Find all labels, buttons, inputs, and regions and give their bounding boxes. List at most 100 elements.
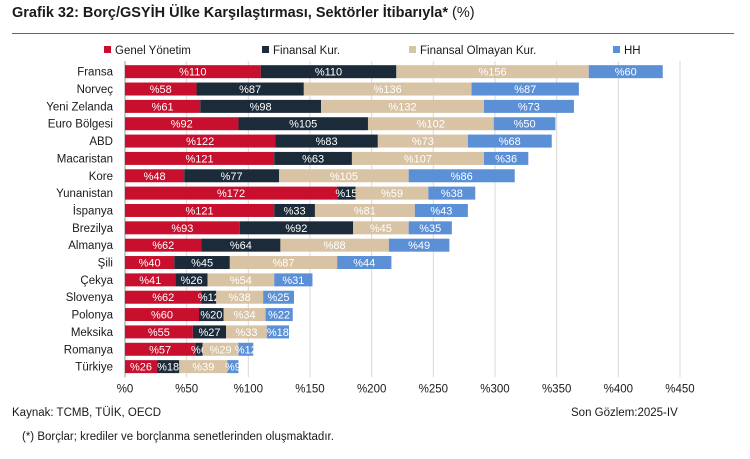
legend-label-2: Finansal Kur.	[273, 45, 340, 57]
data-label: %45	[191, 258, 213, 270]
data-label: %49	[408, 240, 430, 252]
bar-segment-finansal-olmayan-kur	[351, 151, 484, 165]
data-label: %45	[370, 223, 392, 235]
bar-segment-finansal-olmayan-kur	[377, 134, 468, 148]
data-label: %41	[139, 275, 161, 287]
bar-segment-finansal-kur	[175, 273, 208, 287]
bar-segment-finansal-kur	[174, 256, 230, 270]
bar-segment-finansal-kur	[196, 82, 304, 96]
bar-segment-finansal-olmayan-kur	[303, 82, 472, 96]
legend-swatch-4	[613, 46, 620, 53]
data-label: %59	[381, 188, 403, 200]
bar-segment-genel-y-netim	[125, 238, 202, 252]
bar-segment-finansal-kur	[239, 221, 354, 235]
bar-segment-finansal-kur	[238, 117, 368, 131]
bar-segment-genel-y-netim	[125, 203, 275, 217]
legend-swatch-1	[104, 46, 111, 53]
chart-grid	[124, 61, 681, 378]
bar-segment-finansal-kur	[192, 325, 227, 339]
data-label: %62	[152, 292, 174, 304]
data-label: %60	[615, 67, 637, 79]
category-label: Slovenya	[66, 292, 114, 304]
data-label: %40	[139, 258, 161, 270]
data-label: %136	[374, 84, 402, 96]
data-label: %35	[419, 223, 441, 235]
x-tick-label: %0	[117, 383, 134, 395]
category-label: Şili	[98, 258, 113, 270]
data-label: %156	[478, 67, 506, 79]
bar-segment-finansal-kur	[184, 169, 280, 183]
data-label: %44	[353, 258, 375, 270]
category-label: Romanya	[64, 344, 114, 356]
bar-segment-finansal-olmayan-kur	[179, 360, 228, 374]
bar-segment-genel-y-netim	[125, 151, 275, 165]
bar-segment-genel-y-netim	[125, 82, 197, 96]
chart-title-unit: (%)	[452, 5, 475, 21]
bar-segment-finansal-olmayan-kur	[207, 273, 275, 287]
bar-segment-finansal-olmayan-kur	[226, 325, 267, 339]
category-label: Euro Bölgesi	[48, 119, 113, 131]
bar-segment-hh	[467, 134, 552, 148]
data-label: %64	[230, 240, 252, 252]
data-label: %63	[302, 153, 324, 165]
data-label: %18	[157, 362, 179, 374]
title-divider	[12, 33, 734, 34]
chart-title: Grafik 32: Borç/GSYİH Ülke Karşılaştırma…	[12, 5, 475, 21]
data-label: %15	[335, 188, 357, 200]
data-label: %86	[451, 171, 473, 183]
bar-segment-hh	[263, 290, 294, 304]
data-label: %36	[495, 153, 517, 165]
x-tick-label: %100	[234, 383, 263, 395]
bar-segment-finansal-kur	[337, 186, 356, 200]
data-label: %58	[150, 84, 172, 96]
x-tick-label: %350	[542, 383, 571, 395]
data-label: %83	[316, 136, 338, 148]
bar-segment-hh	[493, 117, 556, 131]
data-label: %93	[171, 223, 193, 235]
bar-segment-finansal-kur	[260, 65, 397, 79]
x-tick-label: %300	[480, 383, 509, 395]
bar-segment-genel-y-netim	[125, 342, 196, 356]
data-label: %92	[285, 223, 307, 235]
bar-segment-finansal-kur	[274, 151, 352, 165]
bar-segment-finansal-kur	[157, 360, 180, 374]
bar-segment-hh	[471, 82, 579, 96]
data-label: %50	[514, 119, 536, 131]
bar-segment-genel-y-netim	[125, 360, 158, 374]
x-axis-ticks: %0 %50 %100 %150 %200 %250 %300 %350 %400 %450	[117, 383, 695, 395]
bar-segment-genel-y-netim	[125, 256, 175, 270]
bar-segment-hh	[483, 99, 574, 113]
bar-segment-genel-y-netim	[125, 169, 185, 183]
bar-segment-hh	[428, 186, 476, 200]
bar-segment-genel-y-netim	[125, 134, 276, 148]
bar-segment-finansal-olmayan-kur	[367, 117, 494, 131]
bar-segment-hh	[274, 273, 313, 287]
data-label: %105	[330, 171, 358, 183]
x-tick-label: %150	[295, 383, 324, 395]
bar-segment-finansal-olmayan-kur	[202, 342, 239, 356]
bar-segment-finansal-olmayan-kur	[223, 308, 266, 322]
category-label: Yunanistan	[56, 188, 113, 200]
data-label: %29	[210, 344, 232, 356]
bar-segment-finansal-olmayan-kur	[314, 203, 415, 217]
data-label: %107	[404, 153, 432, 165]
legend-label-1: Genel Yönetim	[115, 45, 191, 57]
x-tick-label: %200	[357, 383, 386, 395]
data-label: %110	[315, 67, 342, 79]
legend-swatch-2	[262, 46, 269, 53]
bar-segment-finansal-kur	[200, 99, 322, 113]
data-label: %110	[179, 67, 206, 79]
footnote-text: (*) Borçlar; krediler ve borçlanma senet…	[22, 431, 334, 443]
bar-segment-hh	[227, 360, 239, 374]
data-label: %92	[171, 119, 193, 131]
observation-text: Son Gözlem:2025-IV	[571, 407, 678, 419]
bar-segment-genel-y-netim	[125, 65, 261, 79]
y-axis-labels: Fransa Norveç Yeni Zelanda Euro Bölgesi ABD M…	[46, 67, 113, 374]
data-label: %61	[152, 101, 174, 113]
bar-segment-hh	[414, 203, 468, 217]
data-label: %122	[186, 136, 214, 148]
data-label: %55	[148, 327, 170, 339]
bar-segment-finansal-olmayan-kur	[280, 238, 389, 252]
bar-segment-finansal-olmayan-kur	[321, 99, 484, 113]
data-label: %22	[268, 310, 290, 322]
